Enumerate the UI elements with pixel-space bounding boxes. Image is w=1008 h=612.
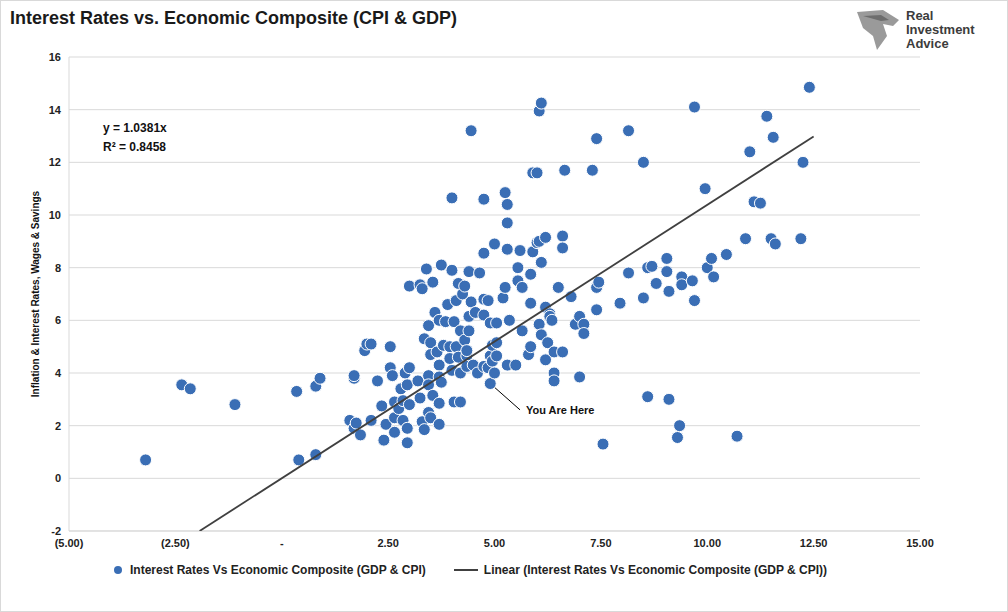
svg-text:2.50: 2.50 — [377, 537, 398, 549]
html-text:Interest Rates vs. Economic Co: Interest Rates vs. Economic Composite (C… — [10, 8, 458, 28]
html-text:Linear (Interest Rates Vs Econ: Linear (Interest Rates Vs Economic Compo… — [483, 563, 827, 577]
svg-text:6: 6 — [55, 314, 61, 326]
html-text:y = 1.0381x: y = 1.0381x — [103, 121, 167, 135]
svg-text:12: 12 — [49, 156, 61, 168]
svg-text:8: 8 — [55, 262, 61, 274]
svg-text:(2.50): (2.50) — [161, 537, 190, 549]
svg-text:4: 4 — [55, 367, 62, 379]
svg-text:-2: -2 — [51, 525, 61, 537]
svg-text:7.50: 7.50 — [590, 537, 611, 549]
html-text:R² = 0.8458: R² = 0.8458 — [103, 140, 166, 154]
svg-text:14: 14 — [49, 104, 62, 116]
svg-text:10.00: 10.00 — [693, 537, 721, 549]
svg-text:10: 10 — [49, 209, 61, 221]
html-text:Real: Real — [906, 8, 934, 23]
svg-text:-: - — [280, 537, 284, 549]
html-text:Inflation & Interest Rates, Wa: Inflation & Interest Rates, Wages & Savi… — [29, 190, 41, 398]
svg-text:12.50: 12.50 — [800, 537, 828, 549]
svg-text:You Are Here: You Are Here — [526, 404, 594, 416]
svg-text:2: 2 — [55, 420, 61, 432]
html-text:Advice: Advice — [906, 36, 949, 51]
html-text:Interest Rates Vs Economic Com: Interest Rates Vs Economic Composite (GD… — [130, 563, 426, 577]
svg-text:(5.00): (5.00) — [55, 537, 84, 549]
svg-text:15.00: 15.00 — [906, 537, 934, 549]
svg-text:0: 0 — [55, 472, 61, 484]
svg-text:16: 16 — [49, 51, 61, 63]
html-text:Investment: Investment — [906, 22, 975, 37]
svg-text:5.00: 5.00 — [484, 537, 505, 549]
